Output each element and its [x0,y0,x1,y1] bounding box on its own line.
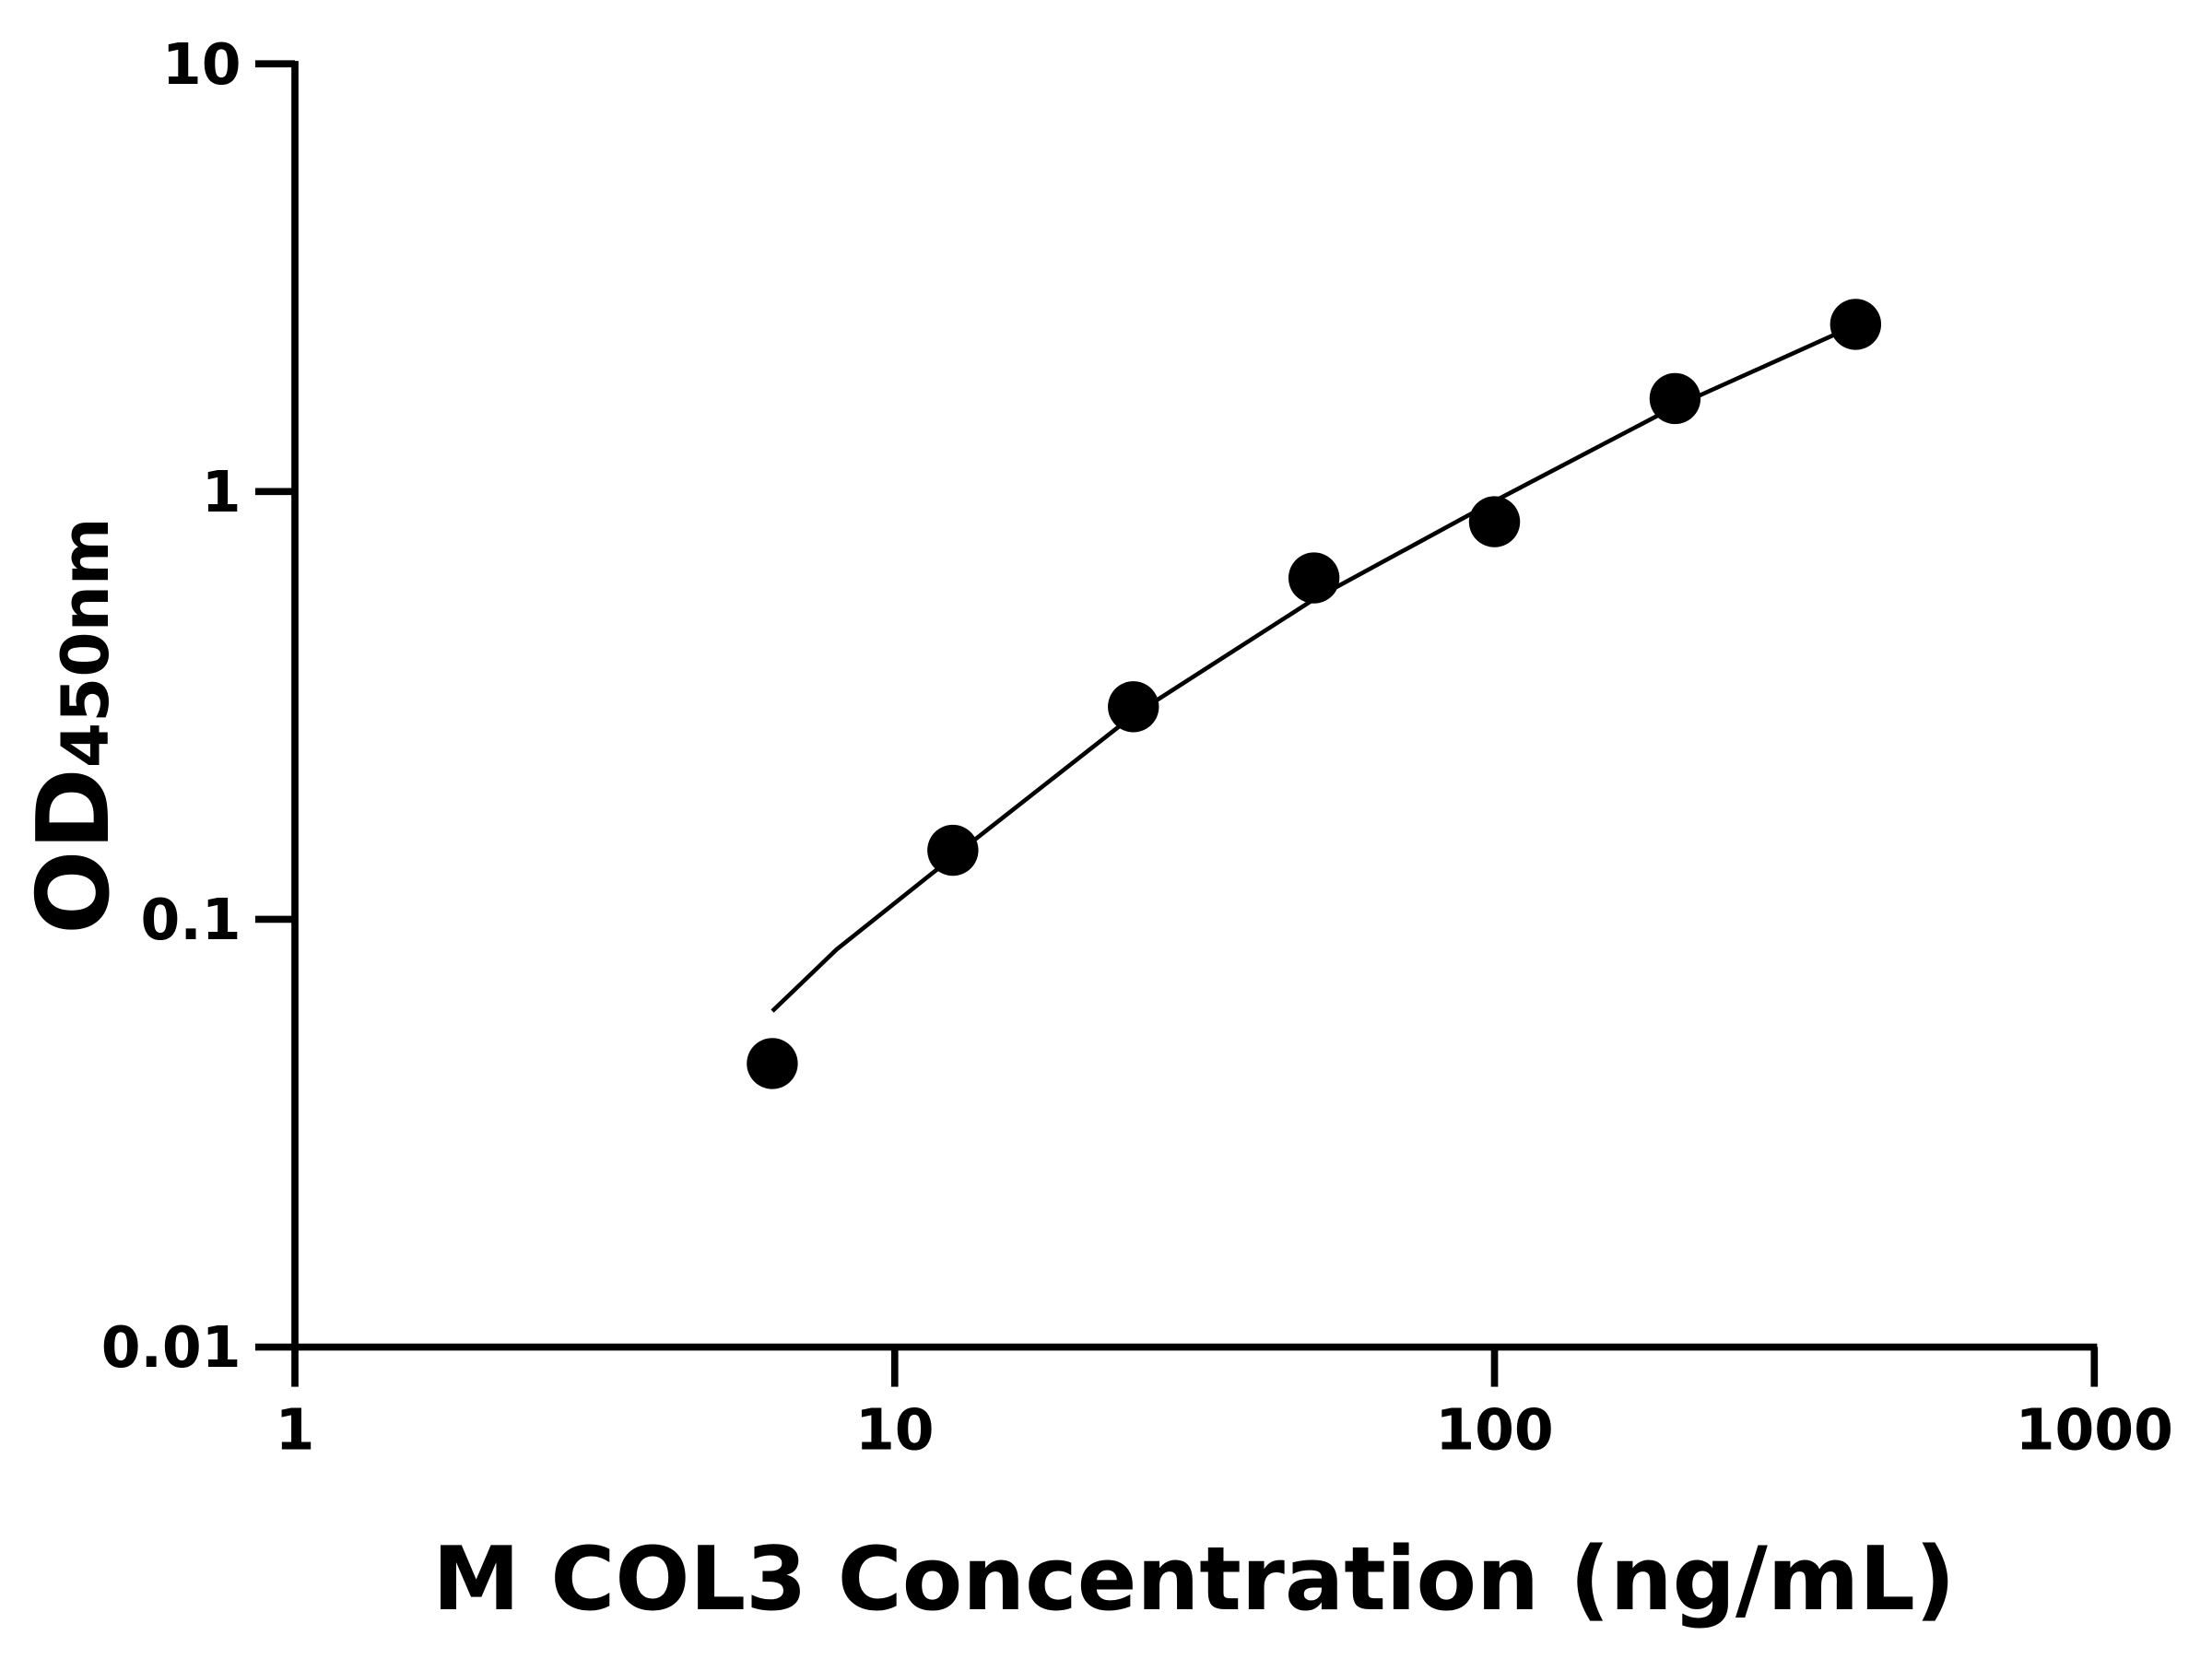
y-ticks: 0.01 0.1 1 10 [101,31,295,1381]
x-tick-label: 100 [1435,1396,1553,1463]
data-points [747,299,1882,1089]
data-point [1649,372,1701,425]
data-point [927,824,979,877]
x-ticks: 1 10 100 1000 [276,1347,2173,1463]
data-point [1288,552,1340,604]
y-tick-label: 10 [162,31,241,98]
y-tick-label: 0.01 [101,1314,241,1381]
fit-curve [771,323,1857,1013]
y-tick-label: 1 [202,459,241,525]
y-axis-label-main: OD [17,768,132,935]
x-tick-label: 1000 [2016,1396,2173,1463]
y-axis-label-sub: 450nm [47,517,124,768]
x-axis-label: M COL3 Concentration (ng/mL) [432,1528,1955,1630]
data-point [1830,299,1882,350]
data-point [1108,681,1159,733]
x-tick-label: 10 [855,1396,935,1463]
data-point [747,1038,798,1089]
y-tick-label: 0.1 [141,887,241,953]
x-tick-label: 1 [276,1396,315,1463]
data-point [1468,496,1521,547]
y-axis-label: OD450nm [17,517,132,935]
axes [291,61,2098,1351]
